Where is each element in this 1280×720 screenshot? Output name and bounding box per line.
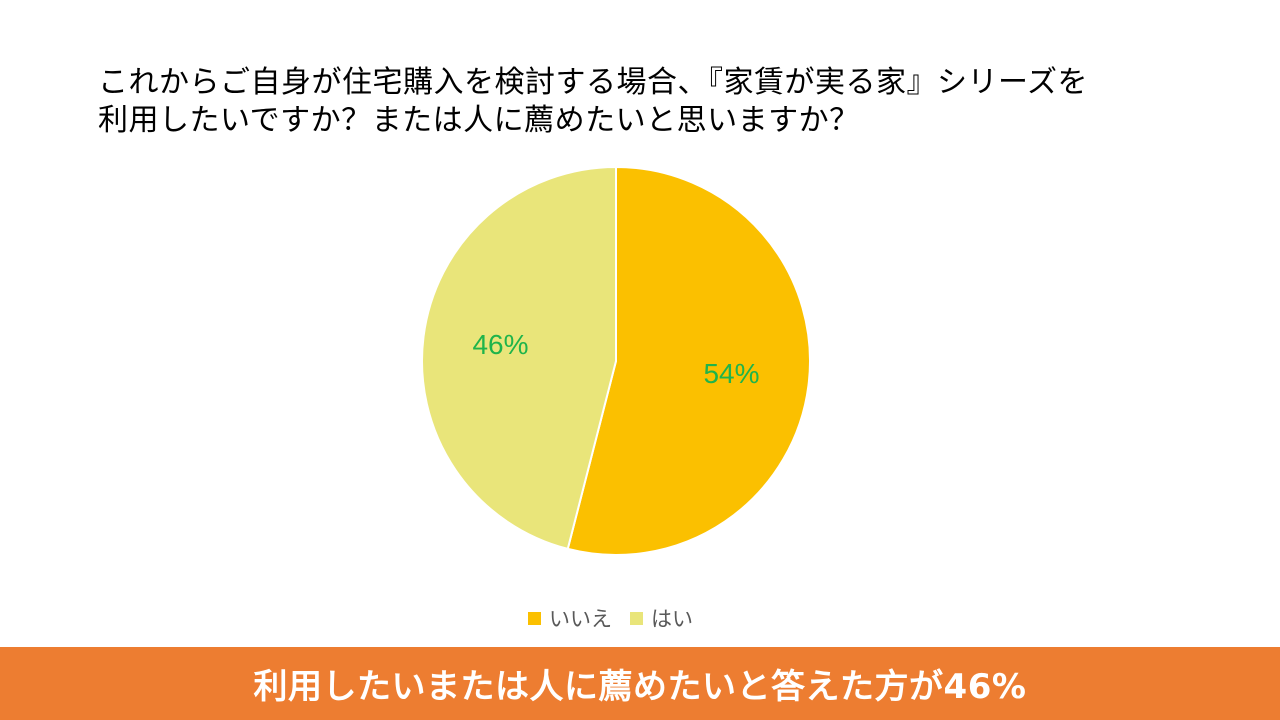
pie-data-label-1: 54%: [703, 358, 759, 389]
pie-data-labels: 54% 46%: [472, 329, 759, 389]
legend-swatch: [528, 611, 541, 625]
chart-title: これからご自身が住宅購入を検討する場合、『家賃が実る家』シリーズを 利用したいで…: [98, 64, 1198, 140]
pie-chart: 54% 46%: [421, 165, 811, 556]
pie-slices: [421, 165, 811, 556]
chart-title-line-2: 利用したいですか？または人に薦めたいと思いますか？: [98, 103, 860, 138]
pie-slice-2: [421, 165, 617, 551]
legend-swatch: [630, 611, 643, 625]
legend-label: はい: [651, 607, 693, 631]
legend-item-2: はい: [630, 603, 693, 633]
summary-banner: 利用したいまたは人に薦めたいと答えた方が46%: [0, 647, 1280, 720]
pie-slice-1: [566, 165, 811, 556]
chart-title-line-1: これからご自身が住宅購入を検討する場合、『家賃が実る家』シリーズを: [98, 65, 1088, 100]
legend-label: いいえ: [549, 607, 612, 631]
summary-banner-text: 利用したいまたは人に薦めたいと答えた方が46%: [253, 667, 1027, 707]
pie-data-label-2: 46%: [472, 329, 528, 360]
legend-item-1: いいえ: [528, 603, 612, 633]
chart-legend: いいえ はい: [528, 605, 711, 631]
